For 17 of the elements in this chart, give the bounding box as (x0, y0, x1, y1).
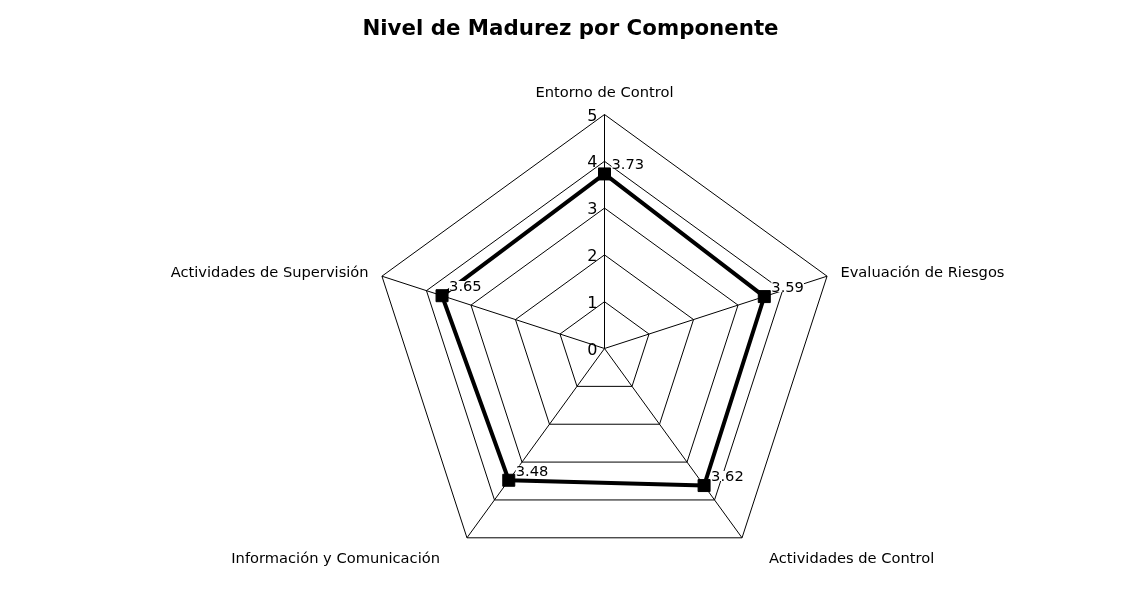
y-tick-label: 1 (587, 292, 598, 312)
data-label: 3.59 (771, 277, 804, 295)
chart-title: Nivel de Madurez por Componente (362, 14, 779, 40)
spoke-label: Evaluación de Riesgos (840, 263, 1005, 281)
data-label: 3.65 (449, 277, 482, 295)
y-tick-label: 5 (587, 105, 598, 125)
spoke-label: Información y Comunicación (231, 549, 440, 567)
data-label: 3.48 (515, 461, 549, 479)
data-label: 3.73 (611, 155, 645, 173)
spoke-label: Entorno de Control (535, 83, 674, 101)
y-tick-label: 4 (587, 152, 598, 172)
y-tick-label: 2 (587, 245, 598, 265)
y-tick-label: 3 (587, 199, 598, 219)
data-label: 3.62 (711, 466, 744, 484)
spoke-label: Actividades de Control (769, 549, 935, 567)
y-tick-label: 0 (587, 339, 598, 359)
spoke-label: Actividades de Supervisión (170, 263, 369, 281)
